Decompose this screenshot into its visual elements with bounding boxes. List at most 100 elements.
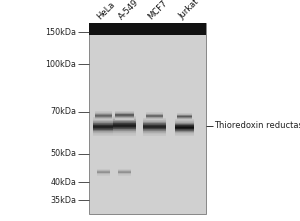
Bar bbox=[143, 127, 166, 128]
Bar bbox=[146, 117, 163, 118]
Bar bbox=[115, 117, 134, 118]
Bar bbox=[93, 132, 114, 133]
Bar bbox=[113, 117, 136, 118]
Bar bbox=[146, 116, 163, 117]
Bar bbox=[93, 127, 114, 128]
Bar bbox=[115, 112, 134, 113]
Bar bbox=[93, 130, 114, 131]
Text: 35kDa: 35kDa bbox=[50, 196, 76, 204]
Bar bbox=[143, 128, 166, 129]
Bar bbox=[113, 116, 136, 117]
Bar bbox=[113, 131, 136, 133]
Bar bbox=[146, 114, 163, 115]
Bar bbox=[175, 119, 194, 120]
Bar bbox=[146, 115, 163, 116]
Bar bbox=[118, 171, 131, 172]
Text: 50kDa: 50kDa bbox=[50, 149, 76, 158]
Bar bbox=[175, 132, 194, 133]
Bar bbox=[115, 118, 134, 119]
Bar bbox=[93, 131, 114, 132]
Bar bbox=[146, 119, 163, 120]
Bar bbox=[146, 118, 163, 119]
Bar bbox=[177, 117, 192, 118]
Bar bbox=[143, 125, 166, 126]
Bar bbox=[175, 125, 194, 126]
Bar bbox=[143, 118, 166, 119]
Bar bbox=[177, 119, 192, 120]
Text: 70kDa: 70kDa bbox=[50, 107, 76, 116]
Bar bbox=[143, 129, 166, 130]
Bar bbox=[95, 114, 112, 115]
Bar bbox=[118, 173, 131, 174]
Bar bbox=[93, 134, 114, 135]
Bar bbox=[93, 118, 114, 119]
Bar bbox=[175, 122, 194, 123]
Bar bbox=[143, 128, 166, 130]
Bar bbox=[115, 111, 134, 112]
Bar bbox=[95, 118, 112, 119]
Bar bbox=[143, 122, 166, 124]
Bar bbox=[113, 123, 136, 124]
Text: 100kDa: 100kDa bbox=[46, 60, 76, 69]
Bar bbox=[115, 118, 134, 119]
Bar bbox=[175, 124, 194, 126]
Bar bbox=[93, 125, 114, 126]
Bar bbox=[95, 111, 112, 112]
Bar bbox=[115, 119, 134, 120]
Bar bbox=[177, 118, 192, 119]
Bar bbox=[93, 123, 114, 124]
Bar bbox=[177, 118, 192, 119]
Bar bbox=[177, 115, 192, 116]
Bar bbox=[97, 172, 110, 173]
Bar bbox=[95, 113, 112, 114]
Bar bbox=[113, 132, 136, 133]
Bar bbox=[177, 116, 192, 117]
Bar bbox=[115, 112, 134, 113]
Bar bbox=[175, 131, 194, 132]
Bar bbox=[97, 174, 110, 175]
Bar bbox=[143, 122, 166, 123]
Bar bbox=[115, 114, 134, 115]
Bar bbox=[93, 120, 114, 121]
Bar bbox=[95, 116, 112, 117]
Text: 150kDa: 150kDa bbox=[46, 28, 76, 36]
Bar bbox=[113, 130, 136, 131]
Bar bbox=[97, 173, 110, 174]
Bar bbox=[97, 170, 110, 171]
Bar bbox=[143, 119, 166, 120]
Bar bbox=[115, 115, 134, 116]
Bar bbox=[146, 119, 163, 120]
Bar bbox=[97, 170, 110, 171]
Bar bbox=[113, 120, 136, 121]
Bar bbox=[175, 130, 194, 131]
Bar bbox=[143, 119, 166, 120]
Bar bbox=[115, 115, 134, 116]
Bar bbox=[113, 118, 136, 119]
Bar bbox=[95, 115, 112, 116]
Bar bbox=[88, 23, 206, 214]
Bar bbox=[93, 119, 114, 120]
Bar bbox=[175, 129, 194, 130]
Bar bbox=[177, 113, 192, 114]
Bar bbox=[175, 119, 194, 120]
Bar bbox=[115, 113, 134, 114]
Bar bbox=[175, 122, 194, 123]
Bar bbox=[113, 124, 136, 125]
Bar bbox=[113, 133, 136, 135]
Bar bbox=[118, 170, 131, 171]
Bar bbox=[175, 123, 194, 124]
Bar bbox=[93, 133, 114, 135]
Bar bbox=[113, 119, 136, 120]
Bar bbox=[93, 130, 114, 131]
Bar bbox=[118, 174, 131, 175]
Bar bbox=[143, 121, 166, 122]
Bar bbox=[143, 133, 166, 134]
Text: 40kDa: 40kDa bbox=[51, 178, 76, 187]
Bar bbox=[95, 117, 112, 118]
Bar bbox=[118, 170, 131, 171]
Bar bbox=[175, 120, 194, 121]
Bar bbox=[146, 118, 163, 119]
Bar bbox=[93, 135, 114, 136]
Bar bbox=[113, 128, 136, 129]
Bar bbox=[118, 172, 131, 173]
